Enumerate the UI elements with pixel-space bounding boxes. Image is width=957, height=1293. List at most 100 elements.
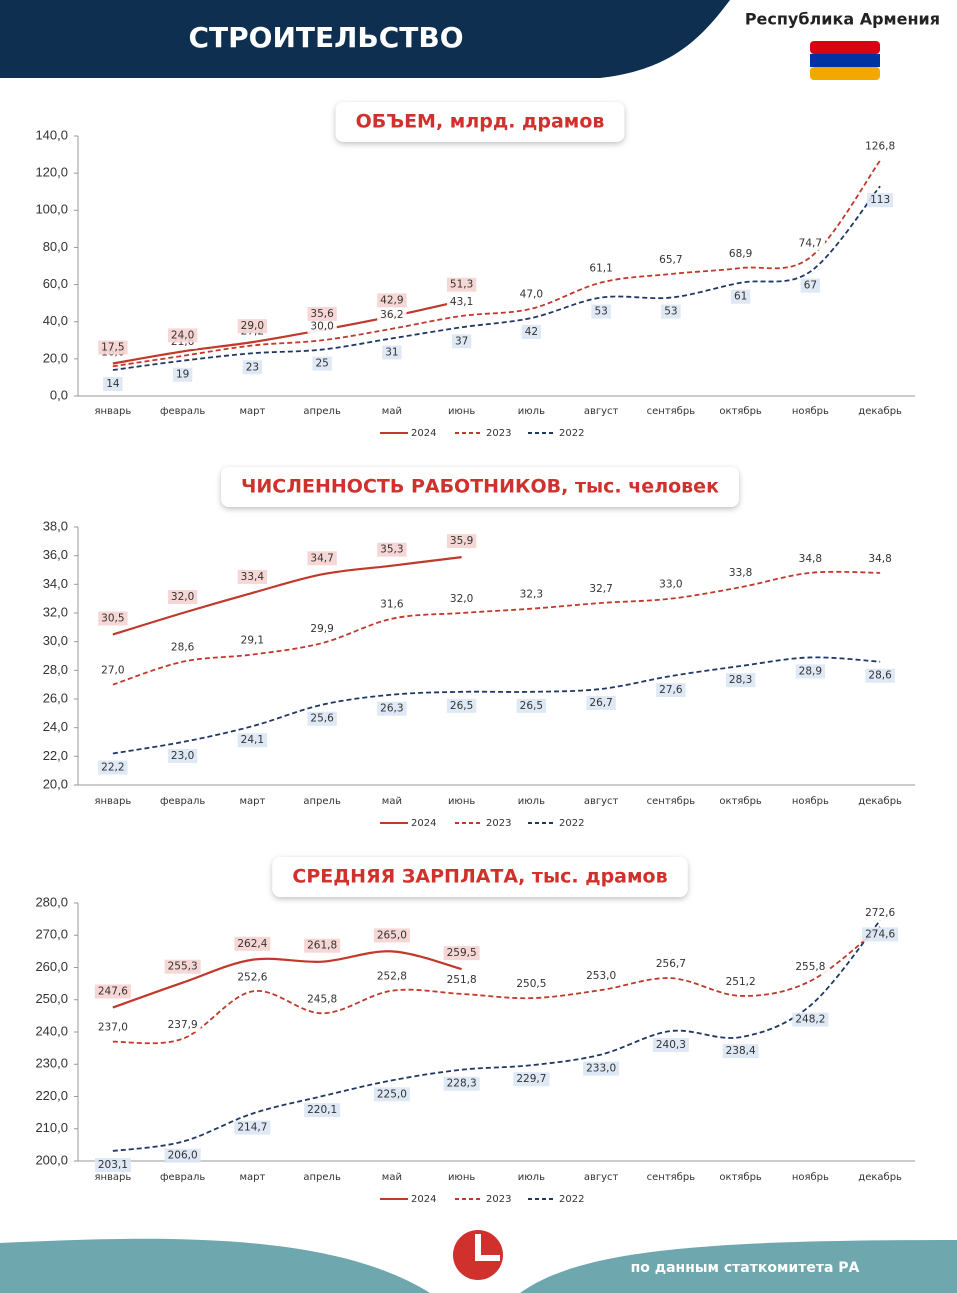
data-label-box bbox=[237, 633, 268, 648]
data-label: 250,5 bbox=[513, 977, 550, 992]
data-label-text: 28,6 bbox=[868, 670, 892, 682]
chart: СРЕДНЯЯ ЗАРПЛАТА, тыс. драмов 200,0 210,0 2… bbox=[35, 857, 915, 1205]
legend-label: 2024 bbox=[411, 1194, 436, 1205]
data-label-text: 113 bbox=[870, 194, 890, 206]
data-label: 255,3 bbox=[164, 959, 201, 974]
data-label-text: 220,1 bbox=[307, 1104, 337, 1116]
data-label-box bbox=[862, 905, 899, 920]
data-label-box bbox=[98, 611, 128, 626]
data-label: 245,8 bbox=[304, 992, 341, 1007]
panel-title-box bbox=[221, 467, 739, 507]
data-label-box bbox=[516, 698, 547, 713]
data-label-text: 238,4 bbox=[726, 1045, 756, 1057]
data-label-box bbox=[652, 1038, 689, 1053]
data-label-text: 34,8 bbox=[799, 553, 822, 565]
data-label-box bbox=[795, 236, 826, 251]
data-label-box bbox=[446, 277, 477, 292]
data-label: 272,6 bbox=[862, 905, 899, 920]
data-label-text: 28,6 bbox=[171, 642, 195, 654]
x-tick-label: июнь bbox=[448, 406, 475, 417]
x-tick-label: май bbox=[382, 406, 402, 417]
data-label-box bbox=[862, 927, 899, 942]
data-label-text: 74,7 bbox=[799, 237, 822, 249]
data-label-text: 206,0 bbox=[168, 1150, 198, 1162]
data-label-text: 53 bbox=[664, 306, 677, 318]
data-label: 35,6 bbox=[307, 306, 337, 321]
x-tick-label: май bbox=[382, 1172, 402, 1183]
data-label-text: 26,5 bbox=[520, 700, 543, 712]
legend-label: 2024 bbox=[411, 428, 436, 439]
data-label-box bbox=[94, 1020, 131, 1035]
data-label: 26,3 bbox=[377, 701, 407, 716]
data-label-text: 233,0 bbox=[586, 1063, 616, 1075]
data-label-box bbox=[586, 695, 616, 710]
data-label-text: 29,9 bbox=[310, 623, 333, 635]
data-label-box bbox=[172, 367, 193, 382]
legend-label: 2024 bbox=[411, 818, 436, 829]
data-label-text: 225,0 bbox=[377, 1088, 407, 1100]
y-tick-label: 24,0 bbox=[43, 719, 68, 734]
data-label-text: 26,5 bbox=[450, 700, 473, 712]
y-tick-label: 100,0 bbox=[35, 202, 68, 217]
data-label-box bbox=[373, 969, 410, 984]
x-tick-label: апрель bbox=[303, 406, 341, 417]
data-label: 206,0 bbox=[164, 1148, 201, 1163]
data-label-box bbox=[513, 1072, 550, 1087]
data-label-text: 35,6 bbox=[310, 308, 334, 320]
data-label: 26,5 bbox=[446, 698, 477, 713]
data-label: 237,0 bbox=[94, 1020, 131, 1035]
y-tick-label: 22,0 bbox=[43, 748, 68, 763]
data-label-box bbox=[164, 1017, 201, 1032]
y-tick-label: 270,0 bbox=[35, 927, 68, 942]
y-tick-label: 220,0 bbox=[35, 1088, 68, 1103]
data-label-text: 29,0 bbox=[241, 320, 264, 332]
y-tick-label: 32,0 bbox=[43, 604, 68, 619]
x-tick-label: ноябрь bbox=[792, 1172, 829, 1183]
y-tick-label: 200,0 bbox=[35, 1152, 68, 1167]
data-label-box bbox=[795, 664, 826, 679]
footer-left bbox=[0, 1238, 430, 1293]
series-line bbox=[112, 919, 881, 1152]
x-tick-label: ноябрь bbox=[792, 406, 829, 417]
legend-label: 2022 bbox=[559, 1194, 584, 1205]
data-label: 31,6 bbox=[377, 597, 407, 612]
data-label-box bbox=[304, 938, 341, 953]
data-label: 32,3 bbox=[516, 587, 547, 602]
data-label: 67 bbox=[800, 278, 821, 293]
y-tick-label: 280,0 bbox=[35, 894, 68, 909]
y-tick-label: 40,0 bbox=[43, 313, 68, 328]
data-label: 61 bbox=[730, 289, 751, 304]
data-label-text: 23 bbox=[246, 361, 259, 373]
data-label-text: 14 bbox=[106, 378, 120, 390]
x-tick-label: январь bbox=[94, 406, 131, 417]
data-label-box bbox=[98, 663, 128, 678]
data-label-text: 126,8 bbox=[865, 141, 895, 153]
data-label-box bbox=[516, 287, 547, 302]
data-label: 32,0 bbox=[446, 592, 477, 606]
data-label-box bbox=[307, 622, 337, 637]
data-label-text: 229,7 bbox=[516, 1073, 546, 1085]
data-label-text: 247,6 bbox=[98, 985, 128, 997]
data-label: 26,7 bbox=[586, 695, 616, 710]
data-label-box bbox=[795, 551, 826, 566]
data-label-text: 252,6 bbox=[237, 971, 267, 983]
x-tick-label: июль bbox=[518, 406, 545, 417]
flag-orange bbox=[810, 67, 880, 80]
data-label-box bbox=[382, 345, 402, 360]
y-tick-label: 210,0 bbox=[35, 1120, 68, 1135]
y-tick-label: 80,0 bbox=[43, 239, 68, 254]
y-tick-label: 30,0 bbox=[43, 633, 68, 648]
data-label-box bbox=[451, 334, 472, 349]
x-tick-label: сентябрь bbox=[647, 406, 696, 417]
data-label-box bbox=[377, 307, 407, 322]
data-label-box bbox=[377, 597, 407, 612]
data-label-box bbox=[234, 970, 271, 985]
data-label-box bbox=[307, 319, 337, 334]
data-label-text: 61,1 bbox=[589, 263, 612, 275]
data-label-text: 237,0 bbox=[98, 1022, 128, 1034]
data-label: 28,3 bbox=[725, 673, 756, 688]
legend-label: 2023 bbox=[486, 818, 511, 829]
data-label-box bbox=[307, 306, 337, 321]
data-label: 253,0 bbox=[583, 969, 620, 984]
data-label-box bbox=[446, 534, 477, 549]
